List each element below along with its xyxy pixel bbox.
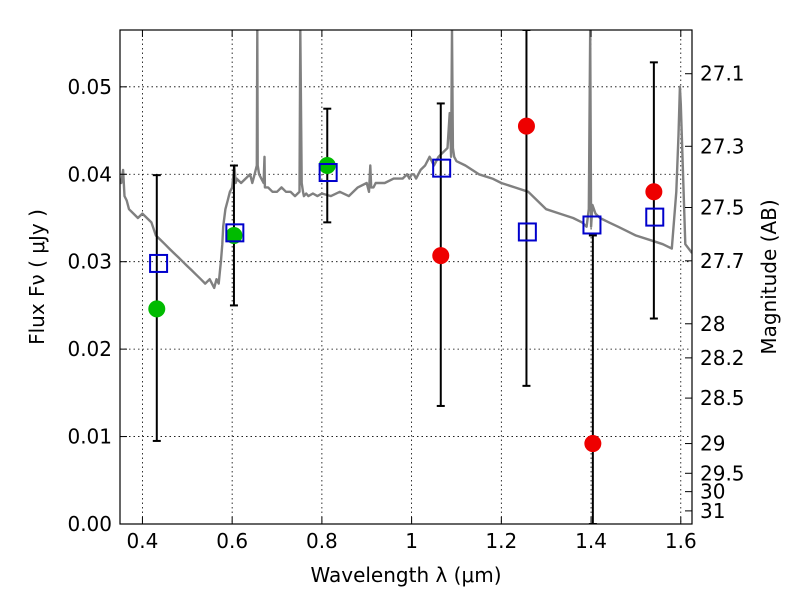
model-photometry-square: [645, 207, 665, 227]
x-tick-label: 1: [405, 529, 418, 553]
model-photometry-square: [225, 223, 245, 243]
x-tick-label: 0.8: [306, 529, 338, 553]
y2-tick-label: 27.5: [700, 195, 745, 219]
data-markers: [148, 117, 665, 453]
x-axis-title: Wavelength λ (μm): [310, 563, 501, 587]
y2-tick-label: 29.5: [700, 461, 745, 485]
model-photometry-square: [582, 215, 602, 235]
green-data-point: [318, 157, 336, 175]
model-spectrum-layer: [120, 30, 692, 290]
y2-tick-label: 28.5: [700, 386, 745, 410]
y-tick-label: 0.00: [67, 512, 112, 536]
red-data-point: [517, 117, 535, 135]
y2-tick-label: 28: [700, 312, 725, 336]
y2-axis-title: Magnitude (AB): [757, 199, 781, 354]
y-tick-label: 0.01: [67, 425, 112, 449]
model-photometry-square: [517, 222, 537, 242]
y2-tick-label: 27.7: [700, 249, 745, 273]
x-tick-label: 1.6: [665, 529, 697, 553]
x-tick-label: 0.4: [127, 529, 159, 553]
y2-tick-label: 29: [700, 432, 725, 456]
green-data-point: [148, 300, 166, 318]
y2-tick-label: 30: [700, 480, 725, 504]
red-data-point: [432, 247, 450, 265]
x-tick-label: 1.2: [485, 529, 517, 553]
model-photometry-square: [432, 158, 452, 178]
y2-tick-label: 28.2: [700, 346, 745, 370]
y-tick-label: 0.05: [67, 75, 112, 99]
axis-ticks: 0.4 0.6 0.8 1 1.2 1.4 1.6 0.00 0.01 0.02 0.03 0.04 0…: [67, 30, 745, 553]
model-spectrum-line: [120, 30, 692, 290]
model-photometry-square: [318, 163, 338, 183]
y-axis-title: Flux Fν ( μJy ): [25, 209, 49, 345]
y-tick-label: 0.03: [67, 250, 112, 274]
y2-tick-label: 27.3: [700, 134, 745, 158]
y2-tick-label: 31: [700, 499, 725, 523]
y-tick-label: 0.04: [67, 162, 112, 186]
red-data-point: [645, 183, 663, 201]
x-tick-label: 1.4: [575, 529, 607, 553]
y-tick-label: 0.02: [67, 337, 112, 361]
y2-tick-label: 27.1: [700, 62, 745, 86]
model-photometry-square: [149, 253, 169, 273]
x-tick-label: 0.6: [216, 529, 248, 553]
red-data-point: [584, 435, 602, 453]
plot-frame: [119, 29, 693, 525]
